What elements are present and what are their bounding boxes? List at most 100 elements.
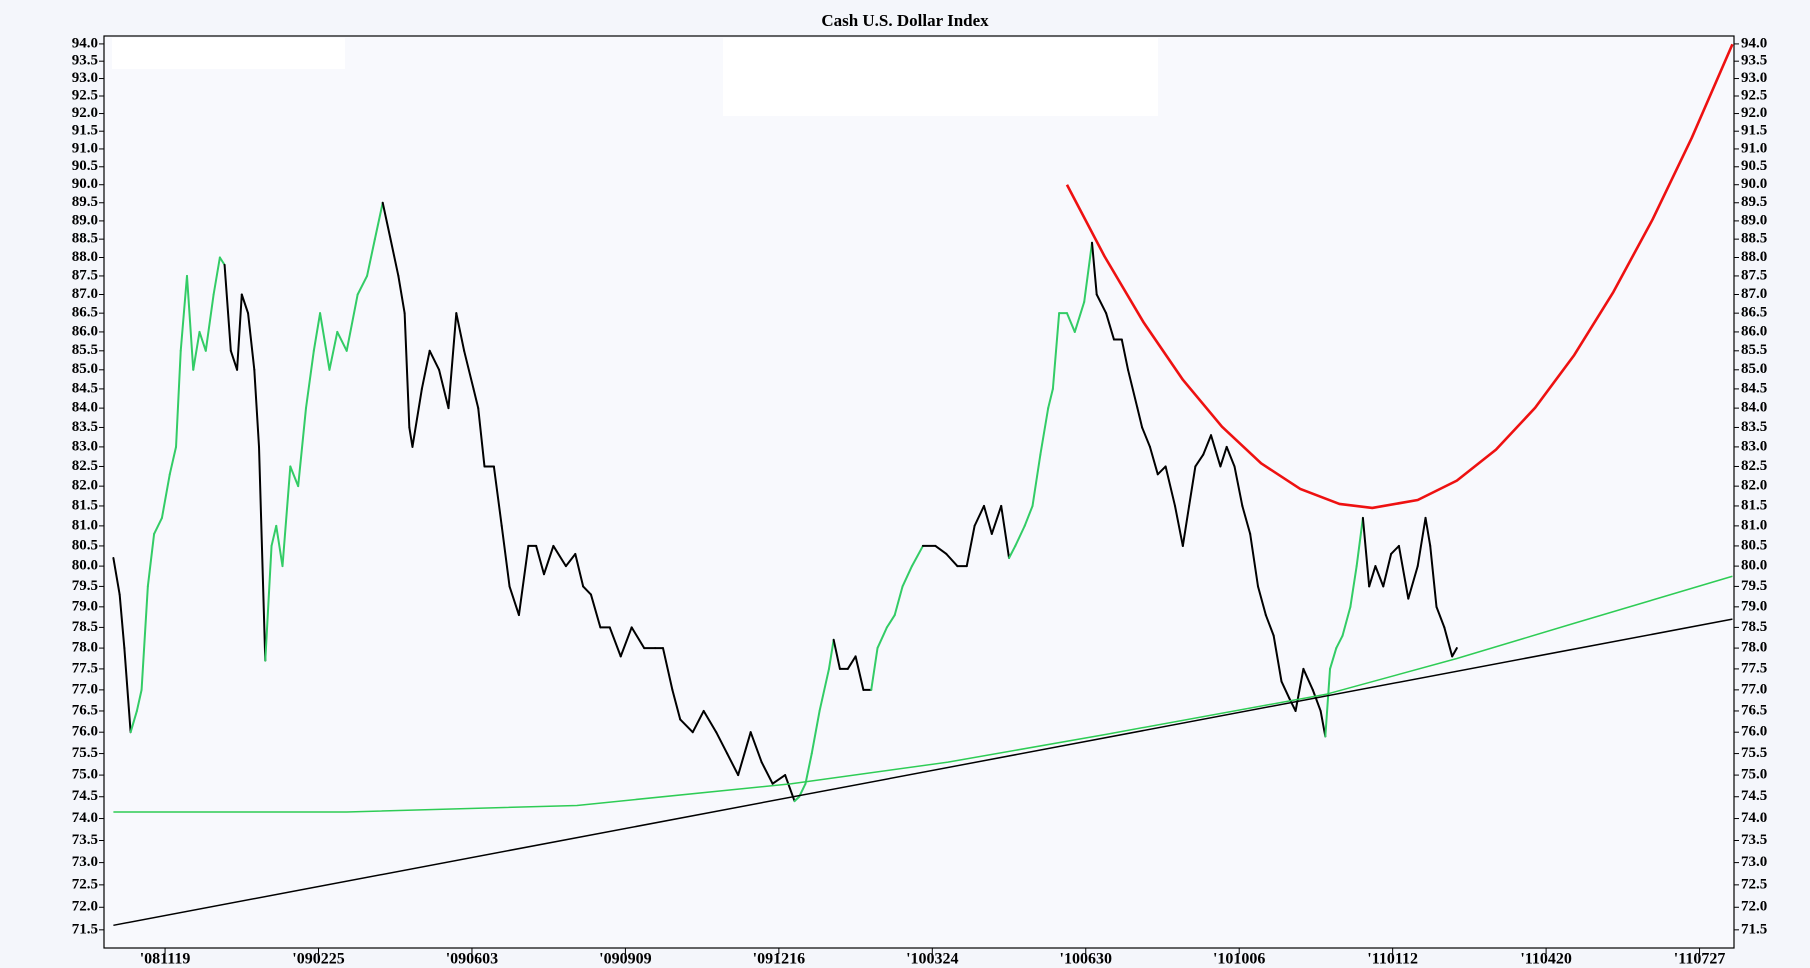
price-segment xyxy=(589,593,602,629)
y-tick-label: 87.5 xyxy=(72,267,98,283)
price-segment xyxy=(500,524,511,588)
price-segment xyxy=(1023,504,1034,527)
price-segment xyxy=(258,445,267,662)
x-tick-label: '110420 xyxy=(1520,951,1572,968)
price-segment xyxy=(1174,504,1184,547)
y-tick-label: 84.5 xyxy=(72,380,98,396)
price-segment xyxy=(129,709,138,734)
price-segment xyxy=(1233,465,1244,507)
y-tick-label: 86.5 xyxy=(72,305,98,321)
price-segment xyxy=(1241,504,1252,535)
y-tick-label: 81.0 xyxy=(72,517,98,533)
x-tick-label: '091216 xyxy=(753,951,805,968)
price-segment xyxy=(185,274,195,371)
price-segment xyxy=(229,349,239,371)
price-segment xyxy=(328,330,339,371)
price-segment xyxy=(691,709,705,734)
price-segment xyxy=(910,544,924,568)
price-segment xyxy=(715,731,729,755)
price-segment xyxy=(1361,516,1371,588)
y-tick-label: 85.0 xyxy=(72,361,98,377)
y2-tick-label: 80.5 xyxy=(1741,537,1767,553)
y-tick-label: 84.0 xyxy=(72,400,98,416)
price-segment xyxy=(1407,565,1419,600)
price-segment xyxy=(1294,667,1305,712)
blank-box xyxy=(112,38,345,69)
y2-tick-label: 73.0 xyxy=(1741,854,1767,870)
price-segment xyxy=(1335,634,1344,650)
price-segment xyxy=(1127,368,1139,410)
chart-title: Cash U.S. Dollar Index xyxy=(821,11,989,30)
price-segment xyxy=(336,330,348,352)
y-tick-label: 93.5 xyxy=(72,53,98,69)
price-segment xyxy=(737,731,752,777)
y2-tick-label: 86.5 xyxy=(1741,305,1767,321)
price-segment xyxy=(1324,667,1332,738)
x-tick-label: '110112 xyxy=(1367,951,1418,968)
y2-tick-label: 83.0 xyxy=(1741,438,1767,454)
price-segment xyxy=(630,626,646,650)
y2-tick-label: 76.5 xyxy=(1741,702,1767,718)
price-segment xyxy=(726,752,740,777)
y2-tick-label: 94.0 xyxy=(1741,35,1767,51)
price-segment xyxy=(123,647,132,734)
price-segment xyxy=(535,544,545,576)
y-tick-label: 92.0 xyxy=(72,105,98,121)
price-segment xyxy=(389,238,400,277)
x-tick-label: '101006 xyxy=(1213,951,1265,968)
y2-tick-label: 81.0 xyxy=(1741,517,1767,533)
y-tick-label: 91.0 xyxy=(72,140,98,156)
price-segment xyxy=(160,473,171,519)
price-segment xyxy=(1225,445,1236,468)
price-segment xyxy=(1341,605,1352,637)
price-segment xyxy=(1264,614,1275,637)
price-segment xyxy=(818,667,830,712)
price-segment xyxy=(1210,434,1222,468)
x-tick-label: '090603 xyxy=(446,951,498,968)
y2-tick-label: 75.0 xyxy=(1741,767,1767,783)
trend-line xyxy=(1065,43,1734,510)
y2-tick-label: 85.0 xyxy=(1741,361,1767,377)
price-segment xyxy=(428,349,441,371)
price-segment xyxy=(552,544,567,568)
y2-tick-label: 88.0 xyxy=(1741,249,1767,265)
price-segment xyxy=(876,626,888,650)
price-segment xyxy=(1073,300,1086,333)
price-segment xyxy=(827,638,835,670)
price-segment xyxy=(679,718,694,734)
price-segment xyxy=(356,274,369,296)
y2-tick-label: 89.0 xyxy=(1741,212,1767,228)
y-tick-label: 83.5 xyxy=(72,419,98,435)
price-segment xyxy=(870,647,879,691)
y-tick-label: 77.0 xyxy=(72,681,98,697)
y-tick-label: 80.0 xyxy=(72,558,98,574)
price-segment xyxy=(1194,453,1205,468)
price-segment xyxy=(893,585,904,617)
x-tick-label: '110727 xyxy=(1674,951,1726,968)
price-segment xyxy=(247,312,256,371)
y-tick-label: 83.0 xyxy=(72,438,98,454)
price-segment xyxy=(403,312,411,429)
price-segment xyxy=(381,201,392,241)
price-segment xyxy=(901,565,913,588)
price-segment xyxy=(1031,453,1042,507)
price-segment xyxy=(508,585,520,617)
price-segment xyxy=(281,465,292,568)
y2-tick-label: 72.0 xyxy=(1741,899,1767,915)
y-tick-label: 86.0 xyxy=(72,323,98,339)
y2-tick-label: 86.0 xyxy=(1741,323,1767,339)
price-segment xyxy=(345,293,359,352)
y-tick-label: 88.5 xyxy=(72,231,98,247)
price-segment xyxy=(1065,312,1076,333)
y2-tick-label: 88.5 xyxy=(1741,231,1767,247)
y2-tick-label: 72.5 xyxy=(1741,876,1767,892)
y-tick-label: 76.0 xyxy=(72,724,98,740)
trend-line xyxy=(113,575,1733,813)
price-segment xyxy=(253,368,261,448)
price-segment xyxy=(1148,445,1159,476)
price-segment xyxy=(1429,544,1438,608)
price-segment xyxy=(608,626,622,658)
y2-tick-label: 87.0 xyxy=(1741,286,1767,302)
y-tick-label: 74.0 xyxy=(72,810,98,826)
